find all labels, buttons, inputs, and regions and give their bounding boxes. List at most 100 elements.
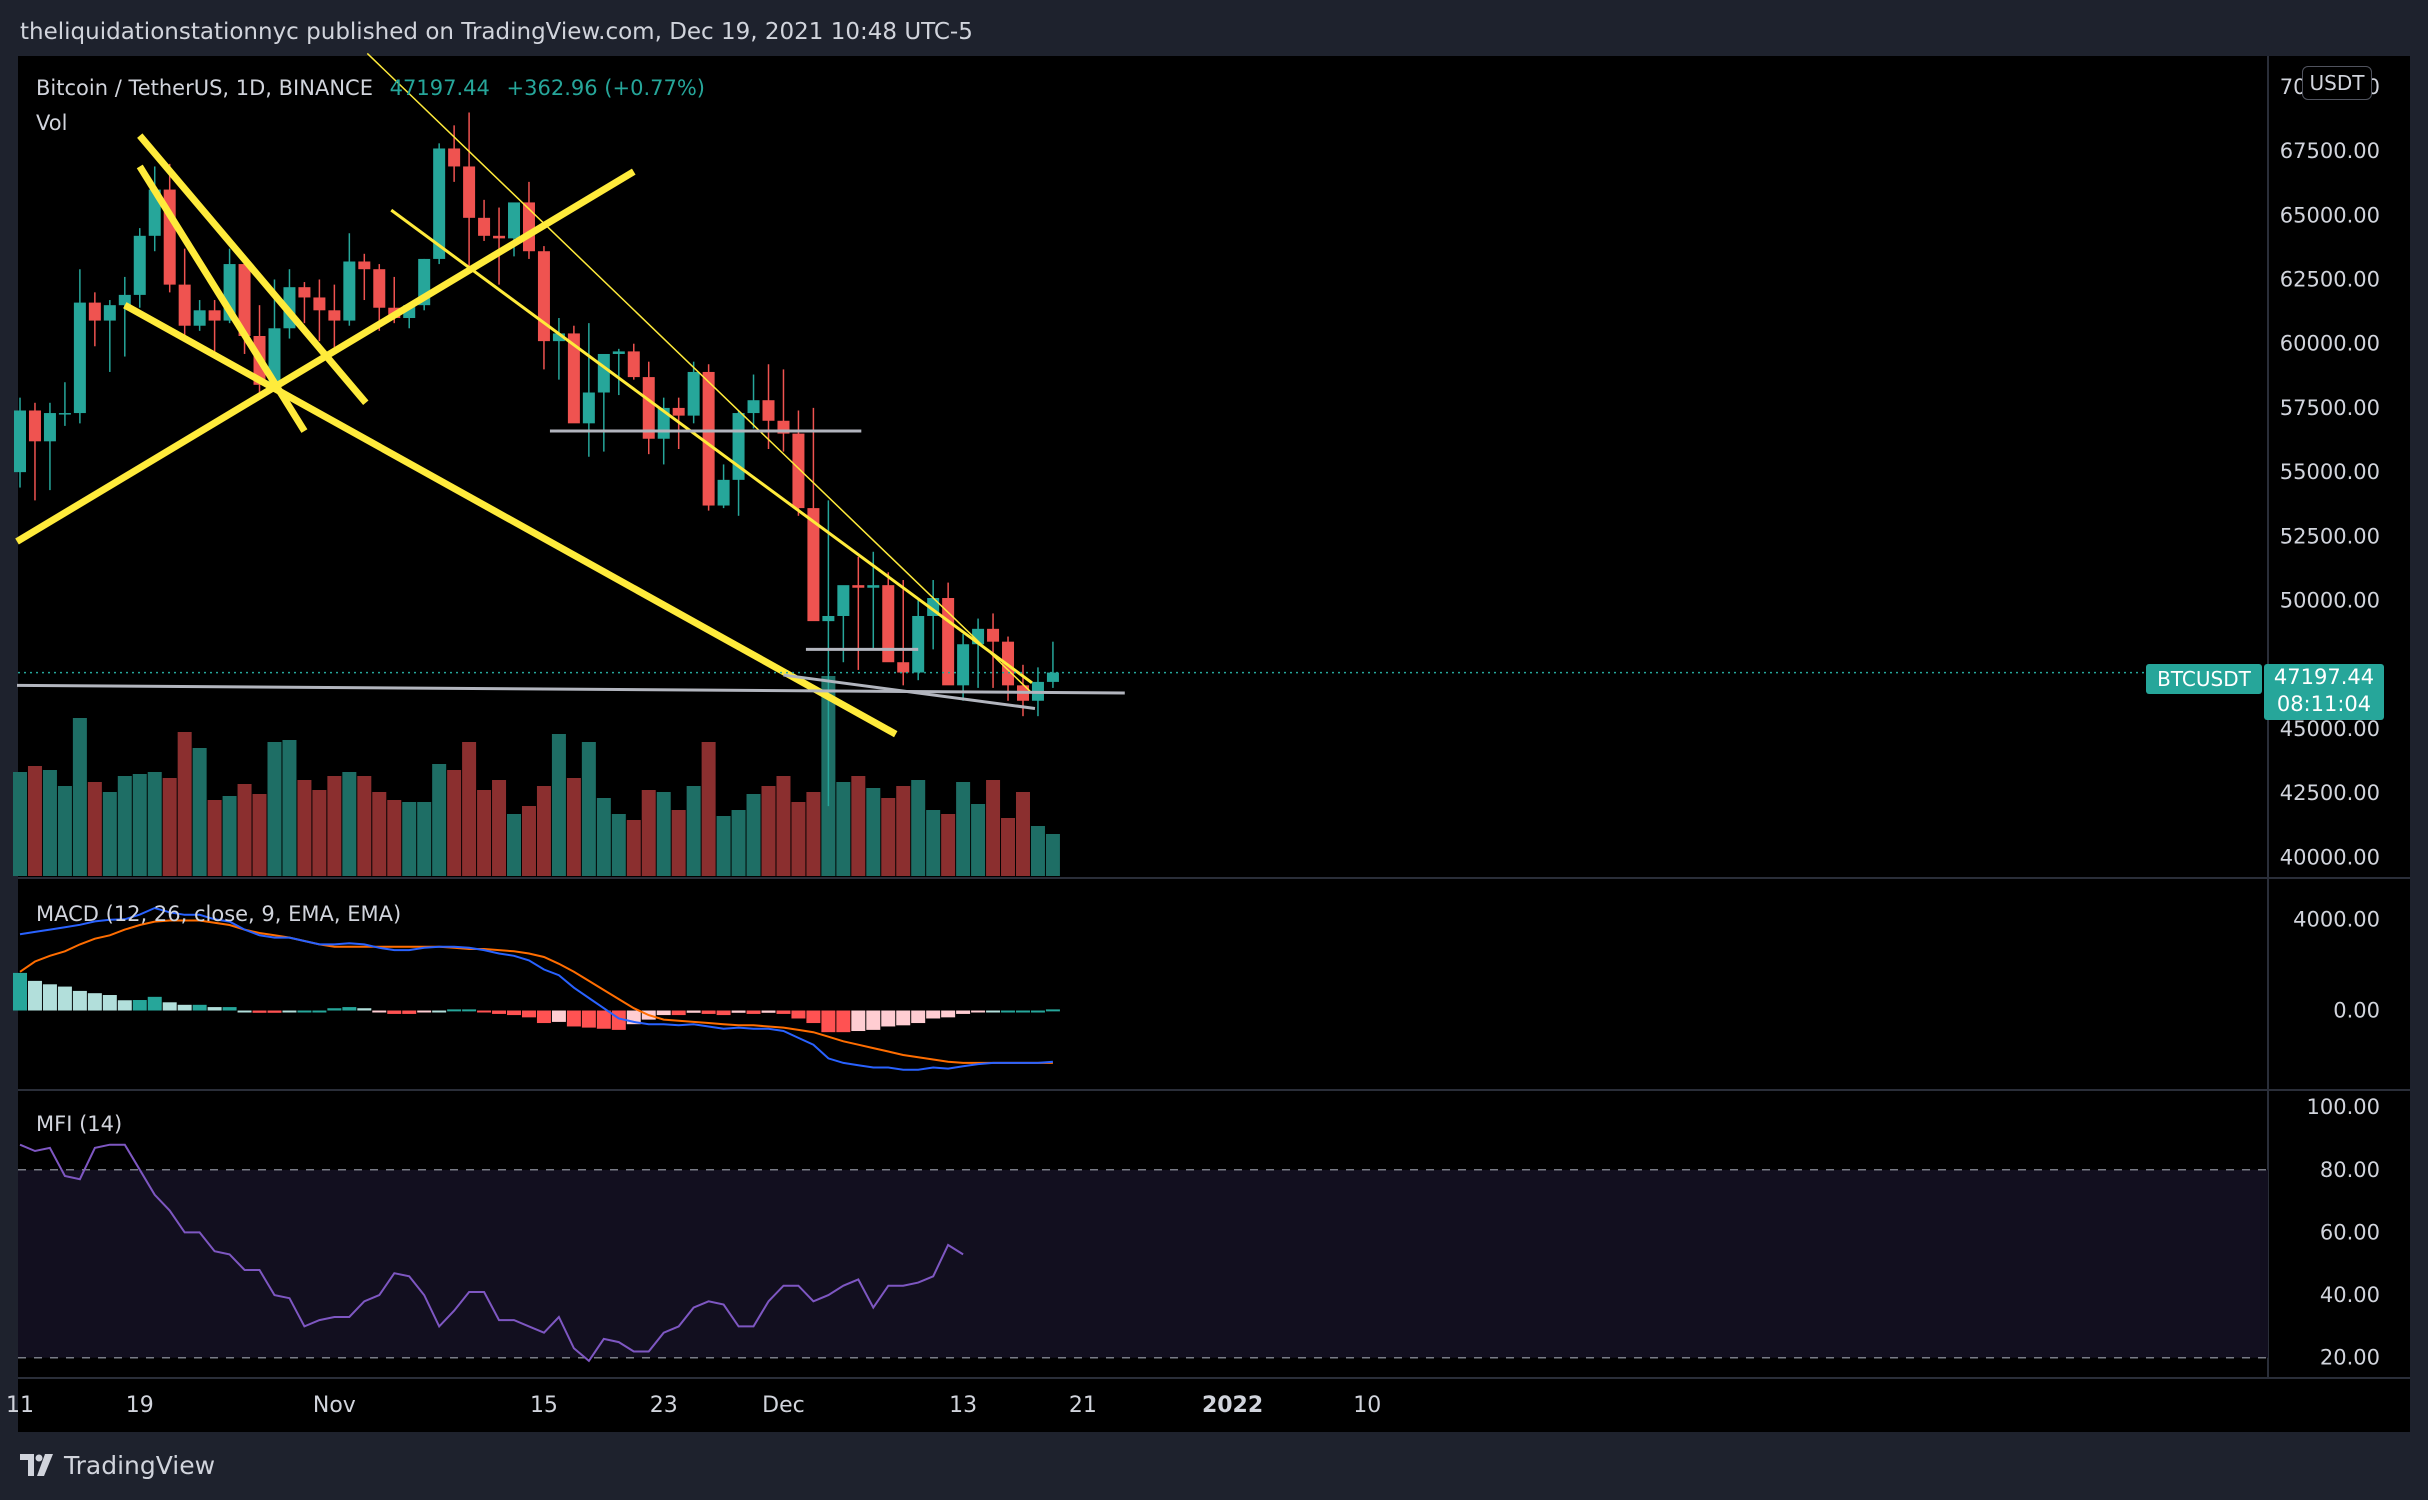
volume-bar <box>177 732 192 876</box>
volume-bar <box>926 810 941 876</box>
macd-histogram-bar <box>447 1009 462 1012</box>
candle-body <box>373 269 386 308</box>
currency-button[interactable]: USDT <box>2302 66 2372 100</box>
candle-body <box>448 148 461 167</box>
macd-histogram-bar <box>521 1010 536 1018</box>
macd-histogram-bar <box>282 1010 297 1013</box>
macd-histogram-bar <box>477 1010 492 1013</box>
candle-body <box>1046 672 1059 682</box>
macd-histogram-bar <box>57 986 72 1011</box>
volume-bar <box>626 820 641 876</box>
candle-body <box>957 644 970 686</box>
volume-bar <box>357 776 372 876</box>
macd-histogram-bar <box>776 1010 791 1014</box>
volume-bar <box>551 734 566 876</box>
volume-bar <box>387 800 402 876</box>
time-axis-label: 11 <box>6 1393 34 1418</box>
candle-body <box>792 433 805 509</box>
volume-bar <box>57 786 72 876</box>
macd-axis-label: 4000.00 <box>2293 907 2380 931</box>
candle-body <box>582 392 595 424</box>
candle-body <box>313 297 326 311</box>
candle-body <box>747 400 760 414</box>
macd-histogram-bar <box>72 990 87 1011</box>
volume-bar <box>941 814 956 876</box>
mfi-band <box>18 1169 2268 1359</box>
volume-bar <box>417 802 432 876</box>
macd-signal-line <box>19 919 1053 1064</box>
volume-bar <box>117 776 132 876</box>
channel-upper-line <box>390 208 1033 684</box>
volume-bar <box>836 782 851 876</box>
volume-bar <box>132 774 147 876</box>
time-axis-label: Dec <box>762 1393 805 1418</box>
legend-price: 47197.44 <box>389 76 490 100</box>
macd-histogram-bar <box>312 1010 327 1013</box>
macd-histogram-bar <box>102 995 117 1011</box>
candle-body <box>867 585 880 588</box>
time-axis-label: 13 <box>949 1393 977 1418</box>
tradingview-logo[interactable]: TradingView <box>20 1450 215 1480</box>
time-axis-label: 19 <box>126 1393 154 1418</box>
volume-bar <box>237 784 252 876</box>
candle-body <box>133 235 146 295</box>
time-axis-label: 21 <box>1069 1393 1097 1418</box>
volume-bar <box>911 780 926 876</box>
chart-canvas[interactable]: 70000.0067500.0065000.0062500.0060000.00… <box>0 0 2428 1432</box>
macd-histogram-bar <box>596 1010 611 1029</box>
mfi-axis-label: 100.00 <box>2307 1095 2380 1119</box>
trendline-drawings <box>15 52 2146 738</box>
macd-histogram-bar <box>267 1010 282 1013</box>
candle-body <box>762 400 775 421</box>
macd-histogram-bar <box>941 1010 956 1018</box>
macd-histogram-bar <box>252 1010 267 1013</box>
mfi-line <box>19 1143 964 1363</box>
published-info: theliquidationstationnyc published on Tr… <box>20 19 973 45</box>
volume-bar <box>866 788 881 876</box>
macd-histogram-bar <box>911 1010 926 1024</box>
volume-bar <box>851 776 866 876</box>
volume-bar <box>477 790 492 876</box>
macd-histogram-bar <box>402 1010 417 1014</box>
volume-bar <box>956 782 971 876</box>
volume-bar <box>102 792 117 876</box>
macd-histogram-bar <box>192 1004 207 1011</box>
macd-histogram-bar <box>581 1010 596 1028</box>
macd-histogram-bar <box>492 1010 507 1014</box>
volume-bar <box>881 798 896 876</box>
candle-body <box>298 287 311 298</box>
volume-bar <box>641 790 656 876</box>
macd-histogram-bar <box>207 1007 222 1011</box>
volume-bar <box>342 772 357 876</box>
macd-histogram-bar <box>387 1010 402 1014</box>
macd-histogram-bar <box>372 1010 387 1013</box>
volume-bar <box>986 780 1001 876</box>
price-axis-label: 62500.00 <box>2280 267 2380 291</box>
macd-histogram-bar <box>1015 1010 1030 1013</box>
price-axis-label: 65000.00 <box>2280 203 2380 227</box>
macd-histogram-bar <box>566 1010 581 1027</box>
candle-body <box>433 148 446 259</box>
mfi-axis-label: 80.00 <box>2320 1158 2380 1182</box>
volume-bar <box>13 772 27 876</box>
volume-bar <box>761 786 776 876</box>
candle-body <box>912 615 925 673</box>
macd-histogram-bar <box>327 1008 342 1011</box>
symbol-legend[interactable]: Bitcoin / TetherUS, 1D, BINANCE 47197.44… <box>36 76 705 100</box>
candle-body <box>837 585 850 616</box>
macd-histogram-bar <box>87 993 102 1011</box>
volume-bar <box>731 810 746 876</box>
macd-histogram-bar <box>761 1010 776 1013</box>
candle-body <box>897 662 910 673</box>
mfi-legend[interactable]: MFI (14) <box>36 1112 123 1136</box>
volume-bar <box>566 778 581 876</box>
volume-legend[interactable]: Vol <box>36 111 68 135</box>
volume-bar <box>671 810 686 876</box>
candles <box>14 112 1059 807</box>
candle-body <box>14 410 26 473</box>
price-axis-label: 50000.00 <box>2280 589 2380 613</box>
volume-bar <box>492 780 507 876</box>
macd-legend[interactable]: MACD (12, 26, close, 9, EMA, EMA) <box>36 902 402 926</box>
candle-body <box>208 310 221 321</box>
macd-histogram-bar <box>701 1010 716 1014</box>
